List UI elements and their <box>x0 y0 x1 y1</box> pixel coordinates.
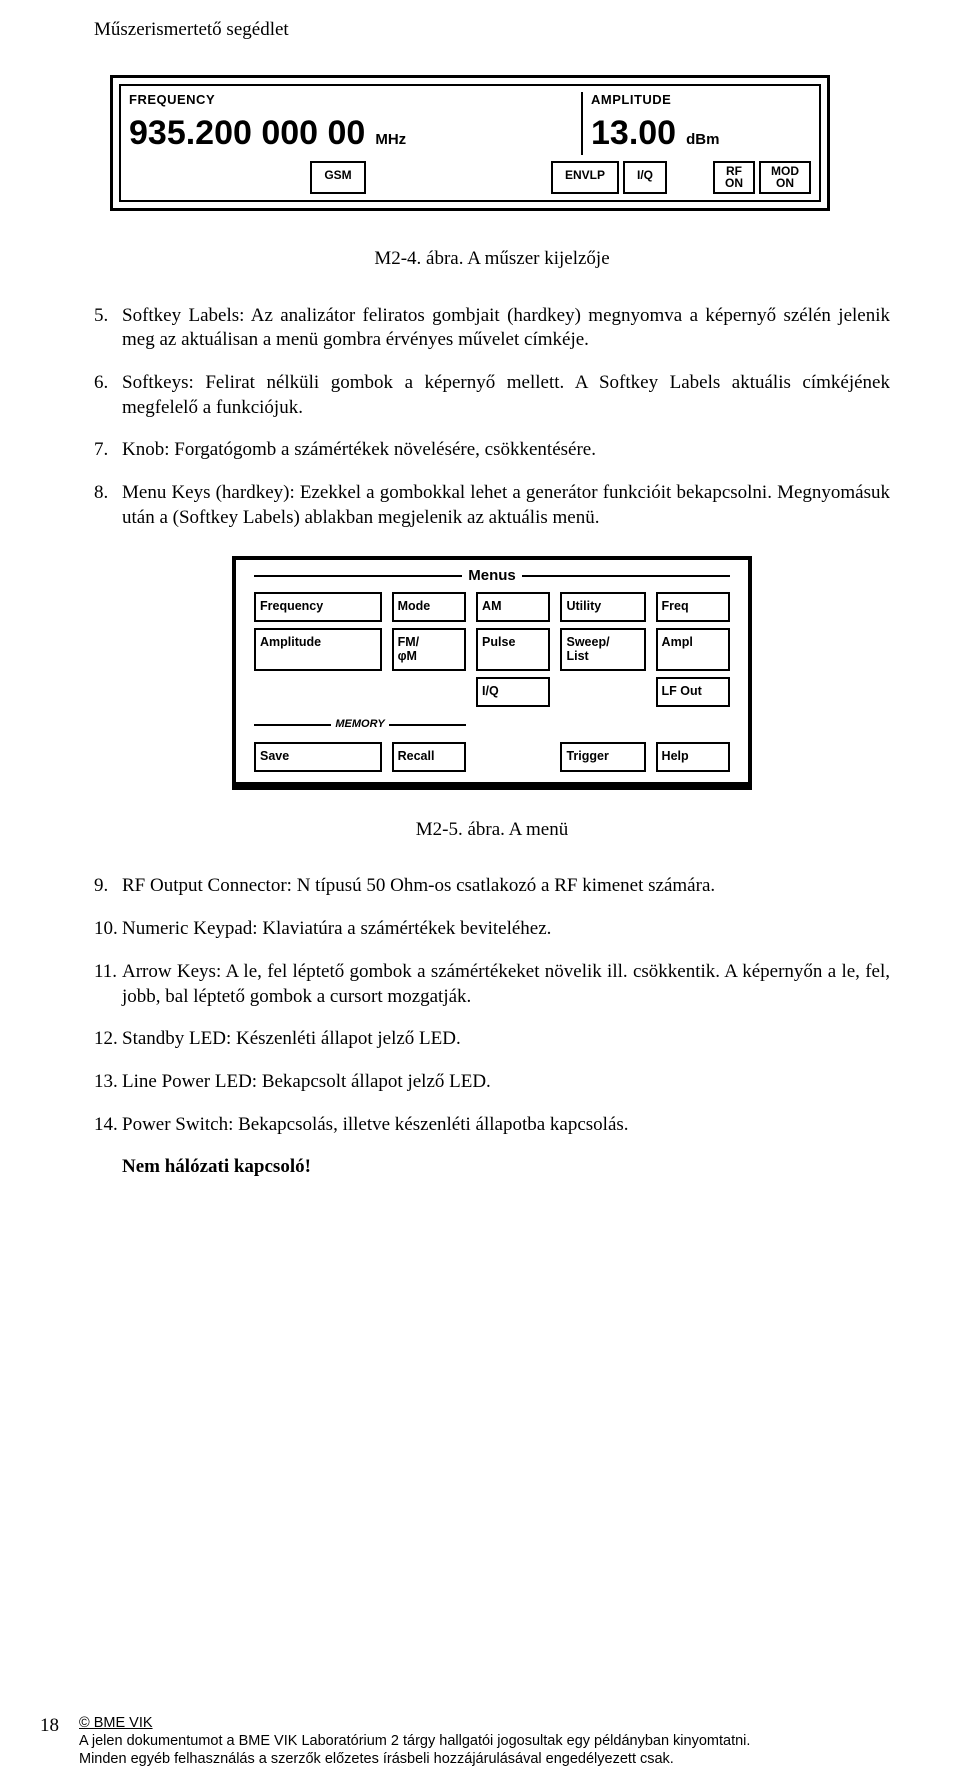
key-trigger: Trigger <box>560 742 645 772</box>
chip-rf-on: RF ON <box>713 161 755 194</box>
warning-text: Nem hálózati kapcsoló! <box>122 1155 890 1180</box>
list-item: 6.Softkeys: Felirat nélküli gombok a kép… <box>94 371 890 420</box>
key-help: Help <box>656 742 730 772</box>
display-inner: FREQUENCY 935.200 000 00 MHz AMPLITUDE 1… <box>119 84 821 202</box>
chip-iq: I/Q <box>623 161 667 194</box>
list-item: 11.Arrow Keys: A le, fel léptető gombok … <box>94 960 890 1009</box>
item-text: RF Output Connector: N típusú 50 Ohm-os … <box>122 874 890 899</box>
page-footer: 18 © BME VIK A jelen dokumentumot a BME … <box>40 1714 920 1768</box>
item-number: 8. <box>94 481 122 530</box>
instrument-display-figure: FREQUENCY 935.200 000 00 MHz AMPLITUDE 1… <box>110 75 830 211</box>
key-freq: Freq <box>656 592 730 622</box>
list-item: 7.Knob: Forgatógomb a számértékek növelé… <box>94 438 890 463</box>
item-text: Menu Keys (hardkey): Ezekkel a gombokkal… <box>122 481 890 530</box>
key-am: AM <box>476 592 550 622</box>
key-amplitude: Amplitude <box>254 628 382 672</box>
item-number: 13. <box>94 1070 122 1095</box>
key-save: Save <box>254 742 382 772</box>
footer-copyright: © BME VIK <box>79 1714 750 1732</box>
item-number: 7. <box>94 438 122 463</box>
item-text: Numeric Keypad: Klaviatúra a számértékek… <box>122 917 890 942</box>
item-number: 6. <box>94 371 122 420</box>
item-number: 11. <box>94 960 122 1009</box>
figure-caption-2: M2-5. ábra. A menü <box>94 818 890 843</box>
item-number: 10. <box>94 917 122 942</box>
list-item: 9.RF Output Connector: N típusú 50 Ohm-o… <box>94 874 890 899</box>
item-text: Standby LED: Készenléti állapot jelző LE… <box>122 1027 890 1052</box>
item-text: Line Power LED: Bekapcsolt állapot jelző… <box>122 1070 890 1095</box>
amplitude-label: AMPLITUDE <box>591 92 811 109</box>
key-pulse: Pulse <box>476 628 550 672</box>
key-frequency: Frequency <box>254 592 382 622</box>
page-number: 18 <box>40 1714 59 1768</box>
key-iq: I/Q <box>476 677 550 707</box>
item-number: 12. <box>94 1027 122 1052</box>
frequency-label: FREQUENCY <box>129 92 581 109</box>
description-list-2: 9.RF Output Connector: N típusú 50 Ohm-o… <box>94 874 890 1180</box>
menus-figure: Menus Frequency Mode AM Utility Freq Amp… <box>232 556 752 789</box>
list-item: 10.Numeric Keypad: Klaviatúra a számérté… <box>94 917 890 942</box>
item-text: Arrow Keys: A le, fel léptető gombok a s… <box>122 960 890 1009</box>
figure-caption-1: M2-4. ábra. A műszer kijelzője <box>94 247 890 272</box>
description-list-1: 5.Softkey Labels: Az analizátor felirato… <box>94 304 890 531</box>
key-recall: Recall <box>392 742 466 772</box>
item-text: Softkey Labels: Az analizátor feliratos … <box>122 304 890 353</box>
item-text: Softkeys: Felirat nélküli gombok a képer… <box>122 371 890 420</box>
page-header: Műszerismertető segédlet <box>94 18 890 43</box>
chip-mod-on: MOD ON <box>759 161 811 194</box>
key-lfout: LF Out <box>656 677 730 707</box>
key-utility: Utility <box>560 592 645 622</box>
amplitude-value: 13.00 <box>591 111 676 155</box>
key-sweep-list: Sweep/ List <box>560 628 645 672</box>
chip-envlp: ENVLP <box>551 161 619 194</box>
frequency-value: 935.200 000 00 <box>129 111 365 155</box>
key-mode: Mode <box>392 592 466 622</box>
item-number: 14. <box>94 1113 122 1138</box>
item-text: Knob: Forgatógomb a számértékek növelésé… <box>122 438 890 463</box>
list-item: 8.Menu Keys (hardkey): Ezekkel a gombokk… <box>94 481 890 530</box>
menus-title: Menus <box>462 566 522 586</box>
key-ampl: Ampl <box>656 628 730 672</box>
item-text: Power Switch: Bekapcsolás, illetve késze… <box>122 1113 890 1138</box>
key-fm-phim: FM/ φM <box>392 628 466 672</box>
frequency-block: FREQUENCY 935.200 000 00 MHz <box>129 92 581 155</box>
footer-text: © BME VIK A jelen dokumentumot a BME VIK… <box>79 1714 750 1768</box>
item-number: 5. <box>94 304 122 353</box>
frequency-unit: MHz <box>375 130 406 150</box>
footer-line-1: A jelen dokumentumot a BME VIK Laboratór… <box>79 1732 750 1750</box>
list-item: Nem hálózati kapcsoló! <box>94 1155 890 1180</box>
amplitude-unit: dBm <box>686 130 719 150</box>
memory-label: MEMORY <box>331 717 388 731</box>
list-item: 14.Power Switch: Bekapcsolás, illetve ké… <box>94 1113 890 1138</box>
footer-line-2: Minden egyéb felhasználás a szerzők előz… <box>79 1750 750 1768</box>
amplitude-block: AMPLITUDE 13.00 dBm <box>581 92 811 155</box>
list-item: 13.Line Power LED: Bekapcsolt állapot je… <box>94 1070 890 1095</box>
list-item: 5.Softkey Labels: Az analizátor felirato… <box>94 304 890 353</box>
list-item: 12.Standby LED: Készenléti állapot jelző… <box>94 1027 890 1052</box>
item-number: 9. <box>94 874 122 899</box>
chip-gsm: GSM <box>310 161 365 194</box>
